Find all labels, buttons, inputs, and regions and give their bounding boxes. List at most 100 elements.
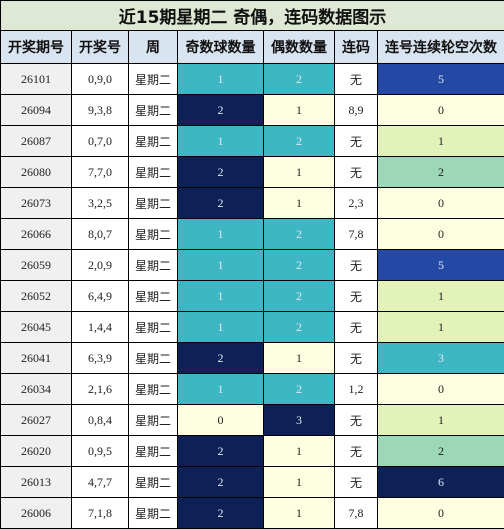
even-count-cell: 1: [264, 343, 335, 374]
even-count-cell: 2: [264, 250, 335, 281]
consecutive-miss-cell: 2: [378, 436, 504, 467]
odd-count-cell: 2: [178, 95, 264, 126]
issue-cell: 26073: [1, 188, 72, 219]
even-count-cell: 2: [264, 126, 335, 157]
weekday-cell: 星期二: [129, 219, 178, 250]
odd-count-cell: 2: [178, 436, 264, 467]
consecutive-cell: 无: [335, 64, 378, 95]
odd-count-cell: 1: [178, 219, 264, 250]
header-consecutive-miss: 连号连续轮空次数: [378, 31, 504, 64]
issue-cell: 26080: [1, 157, 72, 188]
weekday-cell: 星期二: [129, 405, 178, 436]
weekday-cell: 星期二: [129, 126, 178, 157]
consecutive-miss-cell: 0: [378, 498, 504, 529]
consecutive-cell: 8,9: [335, 95, 378, 126]
consecutive-miss-cell: 1: [378, 281, 504, 312]
even-count-cell: 3: [264, 405, 335, 436]
header-issue: 开奖期号: [1, 31, 72, 64]
issue-cell: 26041: [1, 343, 72, 374]
consecutive-miss-cell: 1: [378, 312, 504, 343]
weekday-cell: 星期二: [129, 498, 178, 529]
even-count-cell: 1: [264, 157, 335, 188]
even-count-cell: 2: [264, 312, 335, 343]
consecutive-cell: 无: [335, 126, 378, 157]
header-weekday: 周: [129, 31, 178, 64]
issue-cell: 26066: [1, 219, 72, 250]
consecutive-cell: 无: [335, 250, 378, 281]
consecutive-miss-cell: 1: [378, 126, 504, 157]
header-even-count: 偶数数量: [264, 31, 335, 64]
even-count-cell: 1: [264, 95, 335, 126]
numbers-cell: 0,9,5: [72, 436, 129, 467]
numbers-cell: 8,0,7: [72, 219, 129, 250]
numbers-cell: 7,7,0: [72, 157, 129, 188]
consecutive-cell: 无: [335, 436, 378, 467]
odd-count-cell: 1: [178, 281, 264, 312]
consecutive-cell: 无: [335, 405, 378, 436]
consecutive-cell: 7,8: [335, 498, 378, 529]
consecutive-miss-cell: 5: [378, 250, 504, 281]
header-consecutive: 连码: [335, 31, 378, 64]
odd-count-cell: 1: [178, 126, 264, 157]
weekday-cell: 星期二: [129, 436, 178, 467]
numbers-cell: 6,4,9: [72, 281, 129, 312]
issue-cell: 26094: [1, 95, 72, 126]
even-count-cell: 1: [264, 188, 335, 219]
even-count-cell: 2: [264, 219, 335, 250]
even-count-cell: 1: [264, 436, 335, 467]
odd-count-cell: 1: [178, 64, 264, 95]
odd-count-cell: 2: [178, 343, 264, 374]
weekday-cell: 星期二: [129, 157, 178, 188]
even-count-cell: 2: [264, 281, 335, 312]
numbers-cell: 9,3,8: [72, 95, 129, 126]
chart-title: 近15期星期二 奇偶，连码数据图示: [1, 1, 504, 31]
numbers-cell: 0,8,4: [72, 405, 129, 436]
even-count-cell: 1: [264, 467, 335, 498]
consecutive-cell: 7,8: [335, 219, 378, 250]
odd-count-cell: 1: [178, 374, 264, 405]
odd-count-cell: 0: [178, 405, 264, 436]
consecutive-miss-cell: 0: [378, 374, 504, 405]
consecutive-cell: 无: [335, 467, 378, 498]
numbers-cell: 3,2,5: [72, 188, 129, 219]
issue-cell: 26013: [1, 467, 72, 498]
issue-cell: 26034: [1, 374, 72, 405]
issue-cell: 26087: [1, 126, 72, 157]
odd-count-cell: 2: [178, 498, 264, 529]
consecutive-cell: 无: [335, 312, 378, 343]
numbers-cell: 0,7,0: [72, 126, 129, 157]
weekday-cell: 星期二: [129, 188, 178, 219]
issue-cell: 26027: [1, 405, 72, 436]
numbers-cell: 4,7,7: [72, 467, 129, 498]
issue-cell: 26006: [1, 498, 72, 529]
issue-cell: 26101: [1, 64, 72, 95]
consecutive-miss-cell: 0: [378, 219, 504, 250]
consecutive-miss-cell: 2: [378, 157, 504, 188]
weekday-cell: 星期二: [129, 467, 178, 498]
issue-cell: 26020: [1, 436, 72, 467]
numbers-cell: 2,1,6: [72, 374, 129, 405]
header-odd-count: 奇数球数量: [178, 31, 264, 64]
consecutive-miss-cell: 0: [378, 95, 504, 126]
consecutive-cell: 2,3: [335, 188, 378, 219]
consecutive-miss-cell: 0: [378, 188, 504, 219]
weekday-cell: 星期二: [129, 312, 178, 343]
odd-count-cell: 2: [178, 467, 264, 498]
issue-cell: 26052: [1, 281, 72, 312]
even-count-cell: 1: [264, 498, 335, 529]
numbers-cell: 7,1,8: [72, 498, 129, 529]
numbers-cell: 0,9,0: [72, 64, 129, 95]
odd-count-cell: 1: [178, 312, 264, 343]
weekday-cell: 星期二: [129, 281, 178, 312]
numbers-cell: 6,3,9: [72, 343, 129, 374]
